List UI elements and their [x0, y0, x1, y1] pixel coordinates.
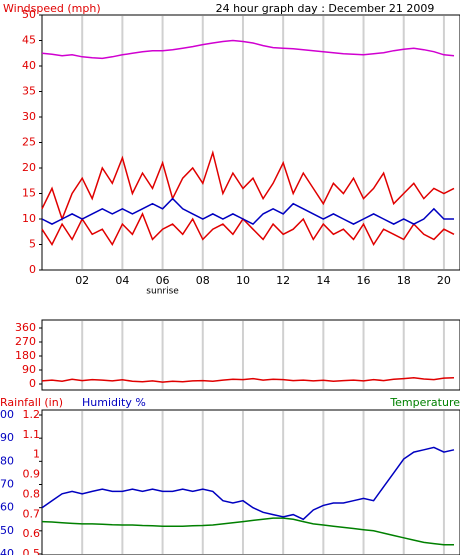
- panel-subtitle: 24 hour graph day : December 21 2009: [216, 2, 435, 15]
- x-tick-label: 04: [115, 274, 129, 287]
- plot-frame: [41, 409, 460, 555]
- x-tick-label: 02: [75, 274, 89, 287]
- y2-tick-label: 0.6: [23, 527, 41, 540]
- y2-tick-label: 0.9: [23, 468, 41, 481]
- series-line: [41, 377, 455, 383]
- y-tick-label: 5: [29, 238, 36, 251]
- series-line: [41, 517, 454, 546]
- y-tick-label: 0: [29, 377, 36, 390]
- y-tick-label: 45: [22, 34, 36, 47]
- y-tick-label: 10: [22, 212, 36, 225]
- y-tick-label: 0: [29, 263, 36, 276]
- y-tick-label: 180: [15, 349, 36, 362]
- x-tick-label: 08: [196, 274, 210, 287]
- x-tick-label: 16: [357, 274, 371, 287]
- x-tick-label: 14: [316, 274, 330, 287]
- x-tick-label: 12: [276, 274, 290, 287]
- y2-tick-label: 0.7: [23, 507, 41, 520]
- legend-entry: Humidity %: [82, 396, 146, 409]
- legend-entry: Temperature: [389, 396, 460, 409]
- y-tick-label: 100: [0, 408, 14, 421]
- series-line: [41, 446, 455, 521]
- y-tick-label: 360: [15, 321, 36, 334]
- y2-tick-label: 1: [33, 448, 40, 461]
- plot-frame: [41, 319, 460, 391]
- series-line: [41, 212, 455, 247]
- y2-tick-label: 0.5: [23, 547, 41, 555]
- x-tick-label: 06: [156, 274, 170, 287]
- y-tick-label: 50: [0, 524, 14, 537]
- x-tick-label: 18: [397, 274, 411, 287]
- y-tick-label: 25: [22, 136, 36, 149]
- y-tick-label: 90: [22, 363, 36, 376]
- y-tick-label: 15: [22, 187, 36, 200]
- y-tick-label: 90: [0, 431, 14, 444]
- y-tick-label: 30: [22, 110, 36, 123]
- y2-tick-label: 1.1: [23, 428, 41, 441]
- annotation: sunrise: [146, 287, 179, 297]
- y2-tick-label: 0.8: [23, 487, 41, 500]
- y-tick-label: 80: [0, 454, 14, 467]
- y-tick-label: 50: [22, 8, 36, 21]
- panel-title: Windspeed (mph): [3, 2, 101, 15]
- y-tick-label: 20: [22, 161, 36, 174]
- y-tick-label: 40: [22, 59, 36, 72]
- y2-axis-label: Rainfall (in): [0, 396, 63, 409]
- y-tick-label: 70: [0, 478, 14, 491]
- y-tick-label: 35: [22, 85, 36, 98]
- series-line: [41, 39, 455, 60]
- y-tick-label: 270: [15, 335, 36, 348]
- x-tick-label: 10: [236, 274, 250, 287]
- x-tick-label: 20: [437, 274, 451, 287]
- y-tick-label: 60: [0, 501, 14, 514]
- y-tick-label: 40: [0, 547, 14, 555]
- series-line: [41, 197, 454, 226]
- series-line: [41, 149, 455, 222]
- y2-tick-label: 1.2: [23, 408, 41, 421]
